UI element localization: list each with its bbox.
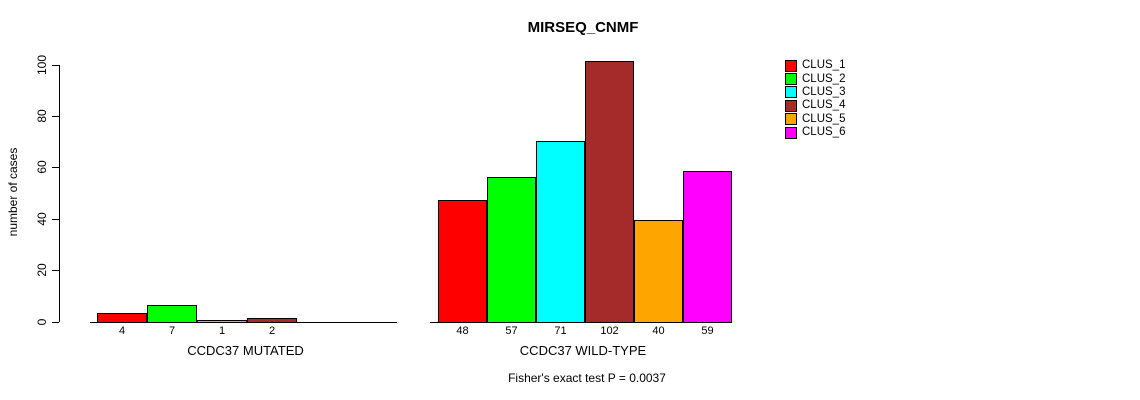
legend-label: CLUS_6	[802, 126, 846, 139]
y-axis-spine	[59, 64, 60, 322]
annotation-text: Fisher's exact test P = 0.0037	[508, 371, 666, 385]
chart-title: MIRSEQ_CNMF	[527, 19, 639, 36]
group-label: CCDC37 WILD-TYPE	[519, 343, 647, 358]
legend-item: CLUS_2	[785, 72, 846, 86]
bar-clus_2	[487, 176, 536, 323]
y-axis-tick	[52, 167, 59, 169]
bar-clus_1	[97, 312, 147, 323]
y-axis-tick	[52, 218, 59, 220]
bar-clus_4	[247, 317, 297, 323]
legend: CLUS_1 CLUS_2 CLUS_3 CLUS_4 CLUS_5 CLUS_6	[785, 59, 845, 139]
bar-clus_3	[536, 140, 585, 323]
legend-item: CLUS_6	[785, 126, 845, 139]
y-tick-label: 60	[35, 160, 49, 174]
y-axis-tick	[52, 321, 59, 323]
bar-value-label: 57	[505, 325, 518, 337]
bar-value-label: 2	[268, 325, 276, 337]
bar-value-label: 4	[118, 325, 126, 337]
bar-value-label: 7	[168, 325, 176, 337]
y-tick-label: 0	[35, 318, 49, 325]
bar-clus_6	[683, 170, 732, 323]
y-tick-label: 80	[35, 109, 49, 123]
legend-swatch-clus_2	[785, 73, 797, 86]
legend-label: CLUS_5	[802, 112, 846, 125]
bar-clus_1	[438, 199, 487, 323]
y-axis-tick	[52, 64, 59, 66]
legend-swatch-clus_3	[785, 86, 797, 99]
y-axis-tick	[52, 270, 59, 272]
bar-clus_2	[147, 304, 197, 323]
y-tick-label: 20	[35, 263, 49, 277]
legend-swatch-clus_1	[785, 59, 797, 72]
bar-clus_4	[585, 60, 634, 323]
bar-value-label: 71	[554, 325, 567, 337]
legend-swatch-clus_4	[785, 99, 797, 112]
legend-swatch-clus_5	[785, 113, 797, 126]
group-label: CCDC37 MUTATED	[187, 343, 304, 358]
legend-item: CLUS_1	[785, 59, 845, 72]
bar-clus_5	[634, 219, 683, 323]
legend-label: CLUS_1	[802, 59, 846, 72]
bar-value-label: 102	[600, 325, 619, 337]
bar-value-label: 40	[652, 325, 665, 337]
legend-item: CLUS_4	[785, 99, 845, 112]
legend-item: CLUS_5	[785, 113, 845, 126]
y-tick-label: 40	[35, 212, 49, 226]
legend-label: CLUS_4	[802, 99, 846, 112]
legend-item: CLUS_3	[785, 86, 845, 99]
bar-value-label: 59	[701, 325, 714, 337]
legend-label: CLUS_2	[802, 72, 846, 85]
legend-swatch-clus_6	[785, 126, 797, 139]
y-tick-label: 100	[35, 54, 49, 75]
bar-value-label: 48	[456, 325, 469, 337]
y-axis-tick	[52, 115, 59, 117]
bar-value-label: 1	[218, 325, 226, 337]
legend-label: CLUS_3	[802, 85, 846, 98]
y-axis-label: number of cases	[6, 147, 20, 237]
bar-clus_3	[197, 319, 247, 323]
